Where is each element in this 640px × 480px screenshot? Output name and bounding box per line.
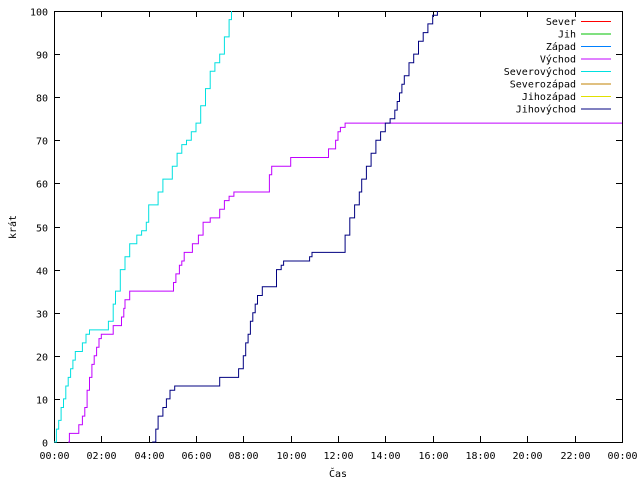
- x-tick-label: 08:00: [228, 451, 258, 462]
- x-tick-label: 00:00: [39, 451, 69, 462]
- legend-label: Jihovýchod: [516, 104, 576, 116]
- y-tick-label: 80: [36, 94, 48, 105]
- x-tick-label: 16:00: [418, 451, 448, 462]
- x-tick-label: 02:00: [86, 451, 116, 462]
- y-tick-label: 70: [36, 137, 48, 148]
- y-tick-label: 0: [42, 439, 48, 450]
- series-layer: [54, 11, 622, 443]
- legend-label: Západ: [546, 41, 576, 53]
- series-line-severovychod: [54, 11, 232, 443]
- legend: Sever JihZápadVýchodSeverovýchodSeverozáp…: [504, 17, 611, 116]
- x-axis-label: Čas: [329, 467, 347, 480]
- x-tick-label: 04:00: [134, 451, 164, 462]
- y-tick-label: 100: [30, 8, 48, 19]
- y-tick-label: 90: [36, 51, 48, 62]
- x-tick-label: 00:00: [607, 451, 637, 462]
- y-tick-label: 10: [36, 396, 48, 407]
- axis-ticks: 0 10 20 30 40 50 60 70 80 90 100 00:00 02:00 04:00 06:…: [30, 8, 638, 463]
- x-tick-label: 22:00: [560, 451, 590, 462]
- x-tick-label: 20:00: [512, 451, 542, 462]
- legend-label: Severozápad: [510, 79, 576, 91]
- x-tick-label: 12:00: [323, 451, 353, 462]
- x-tick-label: 06:00: [181, 451, 211, 462]
- y-tick-label: 60: [36, 180, 48, 191]
- series-line-jihovychod: [152, 11, 438, 443]
- x-tick-label: 18:00: [465, 451, 495, 462]
- legend-label: Jihozápad: [522, 91, 576, 103]
- y-tick-label: 20: [36, 353, 48, 364]
- legend-label: Sever: [546, 17, 576, 28]
- series-line-vychod: [68, 122, 622, 443]
- x-tick-label: 10:00: [276, 451, 306, 462]
- y-tick-label: 50: [36, 224, 48, 235]
- legend-label: Východ: [540, 54, 576, 66]
- legend-label: Jih: [558, 30, 576, 41]
- y-axis-label: krát: [7, 215, 19, 239]
- x-tick-label: 14:00: [370, 451, 400, 462]
- y-tick-label: 30: [36, 310, 48, 321]
- legend-label: Severovýchod: [504, 66, 576, 78]
- y-tick-label: 40: [36, 267, 48, 278]
